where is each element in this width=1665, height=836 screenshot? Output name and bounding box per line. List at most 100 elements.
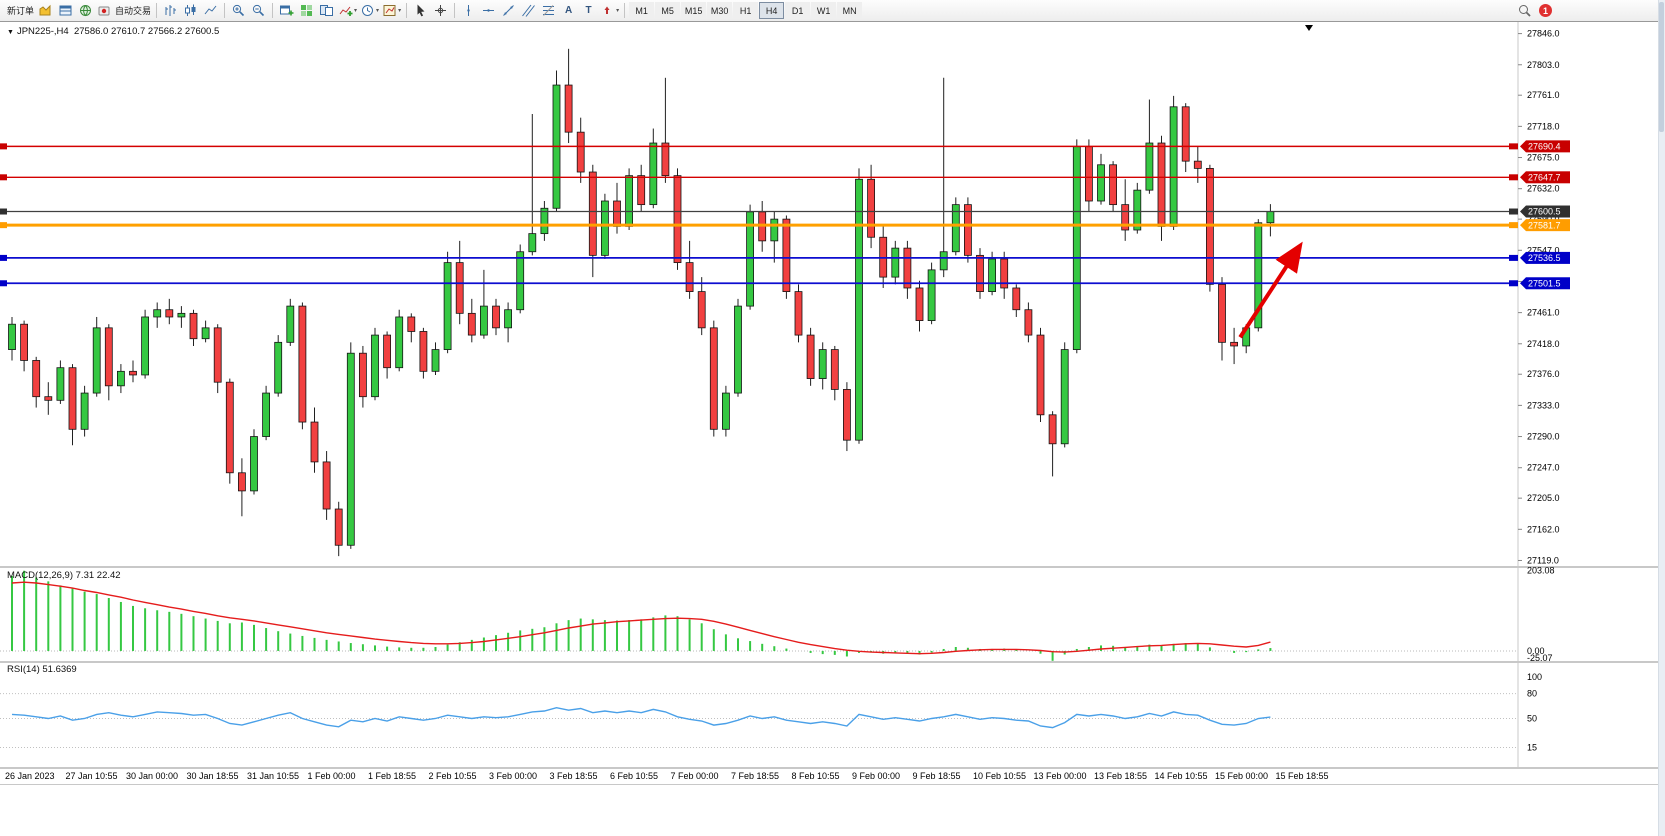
svg-text:27501.5: 27501.5 <box>1528 278 1561 288</box>
text-tool-button[interactable]: A <box>559 1 578 20</box>
channel-icon <box>522 4 535 17</box>
globe-icon <box>80 5 92 17</box>
zoom-out-button[interactable] <box>249 1 268 20</box>
fibonacci-icon <box>543 5 555 16</box>
time-axis[interactable]: 26 Jan 2023 27 Jan 10:55 30 Jan 00:00 30 Ja… <box>5 771 1329 781</box>
bar-chart-button[interactable] <box>161 1 180 20</box>
toolbar-separator <box>624 3 626 18</box>
horizontal-line-button[interactable] <box>479 1 498 20</box>
new-order-label: 新订单 <box>7 6 35 16</box>
candlestick-button[interactable] <box>181 1 200 20</box>
candlestick-series <box>8 48 1275 557</box>
timeframe-h4[interactable]: H4 <box>759 2 785 19</box>
templates-button[interactable]: ▾ <box>381 1 402 20</box>
toolbar-separator <box>406 3 408 18</box>
svg-text:27461.0: 27461.0 <box>1527 308 1560 318</box>
price-tag-27501.5 <box>1526 277 1570 290</box>
toolbar-right-tools: 1 <box>1515 1 1662 20</box>
channel-button[interactable] <box>519 1 538 20</box>
svg-text:13 Feb 18:55: 13 Feb 18:55 <box>1094 771 1147 781</box>
rsi-line <box>11 706 1271 729</box>
candlestick-icon <box>185 4 196 16</box>
vertical-line-button[interactable] <box>459 1 478 20</box>
trendline-button[interactable] <box>499 1 518 20</box>
svg-text:9 Feb 18:55: 9 Feb 18:55 <box>913 771 961 781</box>
timeframe-w1[interactable]: W1 <box>811 2 837 19</box>
indicators-button[interactable]: ▾ <box>337 1 358 20</box>
line-chart-button[interactable] <box>201 1 220 20</box>
svg-text:3 Feb 18:55: 3 Feb 18:55 <box>550 771 598 781</box>
svg-text:9 Feb 00:00: 9 Feb 00:00 <box>852 771 900 781</box>
timeframe-d1[interactable]: D1 <box>785 2 811 19</box>
zoom-in-button[interactable] <box>229 1 248 20</box>
svg-text:27376.0: 27376.0 <box>1527 369 1560 379</box>
label-tool-button[interactable]: T <box>579 1 598 20</box>
navigator-button[interactable] <box>76 1 95 20</box>
search-button[interactable] <box>1515 1 1534 20</box>
new-order-button[interactable]: 新订单 <box>3 1 35 20</box>
timeframe-m5[interactable]: M5 <box>655 2 681 19</box>
clock-icon <box>362 5 374 16</box>
bar-chart-icon <box>165 5 177 16</box>
arrows-tool-button[interactable]: ▾ <box>599 1 620 20</box>
price-tag-27600.5 <box>1526 205 1570 218</box>
market-watch-button[interactable] <box>36 1 55 20</box>
tile-windows-button[interactable] <box>317 1 336 20</box>
zoom-in-icon <box>232 4 245 17</box>
trend-arrow-annotation[interactable] <box>1238 241 1303 339</box>
chevron-down-icon: ▾ <box>376 7 380 14</box>
horizontal-lines[interactable] <box>0 145 1518 285</box>
crosshair-button[interactable] <box>431 1 450 20</box>
profiles-button[interactable] <box>297 1 316 20</box>
svg-text:27536.5: 27536.5 <box>1528 253 1561 263</box>
svg-text:7 Feb 18:55: 7 Feb 18:55 <box>731 771 779 781</box>
scrollbar-thumb[interactable] <box>1659 2 1664 132</box>
timeframe-m30[interactable]: M30 <box>707 2 733 19</box>
svg-text:27647.7: 27647.7 <box>1528 173 1561 183</box>
svg-text:0.00: 0.00 <box>1527 646 1545 656</box>
svg-text:14 Feb 10:55: 14 Feb 10:55 <box>1155 771 1208 781</box>
svg-text:8 Feb 10:55: 8 Feb 10:55 <box>792 771 840 781</box>
svg-text:27581.7: 27581.7 <box>1528 220 1561 230</box>
market-watch-icon <box>39 4 51 16</box>
trendline-icon <box>503 5 514 16</box>
svg-text:80: 80 <box>1527 689 1537 699</box>
autotrading-button[interactable]: 自动交易 <box>96 1 152 20</box>
data-window-icon <box>59 5 72 16</box>
svg-text:50: 50 <box>1527 714 1537 724</box>
vertical-scrollbar[interactable] <box>1658 0 1665 836</box>
svg-text:27761.0: 27761.0 <box>1527 90 1560 100</box>
line-chart-icon <box>204 5 217 15</box>
cursor-icon <box>417 4 425 17</box>
chart-canvas[interactable]: 27846.0 27803.0 27761.0 27718.0 27675.0 27632… <box>0 22 1665 785</box>
fibonacci-button[interactable] <box>539 1 558 20</box>
periods-button[interactable]: ▾ <box>359 1 380 20</box>
timeframe-m15[interactable]: M15 <box>681 2 707 19</box>
cursor-button[interactable] <box>411 1 430 20</box>
svg-text:2 Feb 10:55: 2 Feb 10:55 <box>429 771 477 781</box>
main-toolbar: 新订单 自动交易 ▾ ▾ ▾ A T ▾ M1 M5 M15 M30 <box>0 0 1665 22</box>
indicators-icon <box>339 6 353 16</box>
svg-text:27590.0: 27590.0 <box>1527 214 1560 224</box>
svg-text:15 Feb 00:00: 15 Feb 00:00 <box>1215 771 1268 781</box>
svg-text:15: 15 <box>1527 743 1537 753</box>
svg-text:27205.0: 27205.0 <box>1527 493 1560 503</box>
notification-badge[interactable]: 1 <box>1539 4 1552 17</box>
new-chart-button[interactable] <box>277 1 296 20</box>
template-icon <box>383 5 396 16</box>
svg-text:27600.5: 27600.5 <box>1528 207 1561 217</box>
svg-text:15 Feb 18:55: 15 Feb 18:55 <box>1276 771 1329 781</box>
timeframe-m1[interactable]: M1 <box>629 2 655 19</box>
price-axis[interactable]: 27846.0 27803.0 27761.0 27718.0 27675.0 27632… <box>1518 29 1560 566</box>
search-icon <box>1519 5 1531 17</box>
price-tag-27581.7 <box>1526 219 1570 232</box>
data-window-button[interactable] <box>56 1 75 20</box>
timeframe-mn[interactable]: MN <box>837 2 863 19</box>
timeframe-h1[interactable]: H1 <box>733 2 759 19</box>
svg-text:27547.0: 27547.0 <box>1527 245 1560 255</box>
svg-text:27846.0: 27846.0 <box>1527 29 1560 39</box>
autoscroll-marker[interactable] <box>1305 25 1313 31</box>
macd-histogram <box>11 570 1272 661</box>
macd-signal-line <box>11 581 1271 655</box>
svg-text:3 Feb 00:00: 3 Feb 00:00 <box>489 771 537 781</box>
